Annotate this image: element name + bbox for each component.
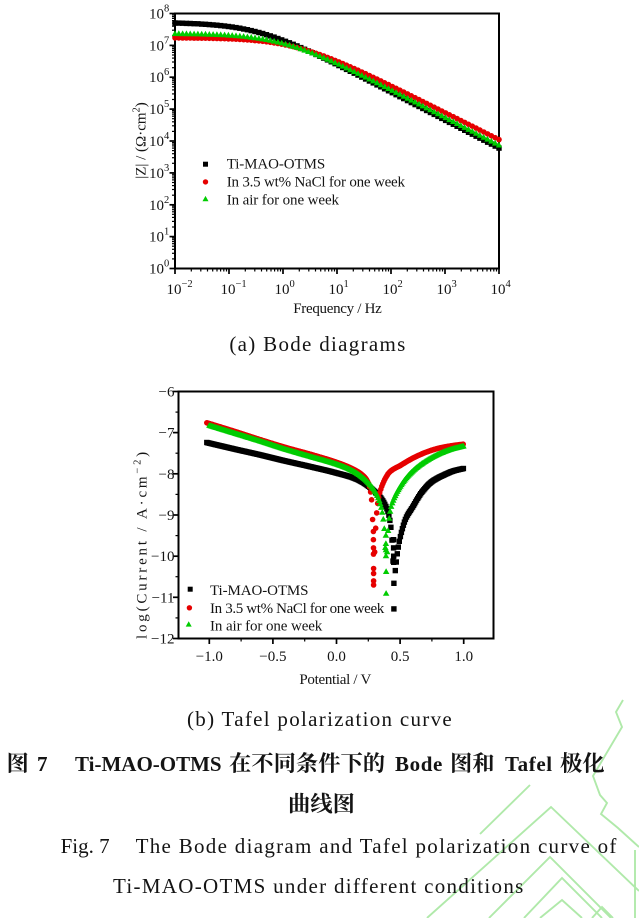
svg-text:10: 10 [221,282,236,298]
svg-text:7: 7 [37,752,48,776]
svg-text:8: 8 [164,4,169,15]
svg-text:0: 0 [290,279,295,290]
svg-text:10: 10 [149,166,164,182]
svg-text:10: 10 [149,7,164,23]
svg-text:In air for one week: In air for one week [210,619,323,635]
svg-text:10: 10 [329,282,344,298]
svg-text:(a) Bode diagrams: (a) Bode diagrams [229,332,406,356]
svg-text:5: 5 [164,99,169,110]
svg-text:Ti-MAO-OTMS: Ti-MAO-OTMS [75,752,222,776]
svg-text:10: 10 [149,198,164,214]
svg-text:6: 6 [164,67,169,78]
svg-text:Ti-MAO-OTMS: Ti-MAO-OTMS [210,583,308,599]
svg-text:In 3.5 wt% NaCl for one week: In 3.5 wt% NaCl for one week [210,601,385,617]
svg-text:3: 3 [164,163,169,174]
svg-text:|Z| / (Ω·cm2): |Z| / (Ω·cm2) [132,102,150,179]
svg-text:1.0: 1.0 [454,649,473,665]
svg-text:−8: −8 [159,467,175,483]
svg-text:Ti-MAO-OTMS: Ti-MAO-OTMS [227,157,325,173]
svg-text:−7: −7 [159,426,175,442]
svg-text:−6: −6 [159,385,175,401]
svg-text:Fig. 7: Fig. 7 [61,834,110,858]
svg-text:−1.0: −1.0 [196,649,223,665]
svg-text:−10: −10 [151,549,174,565]
svg-text:10: 10 [491,282,506,298]
svg-text:Ti-MAO-OTMS under different co: Ti-MAO-OTMS under different conditions [113,874,525,898]
svg-text:10: 10 [437,282,452,298]
svg-text:0.0: 0.0 [327,649,346,665]
svg-text:Tafel: Tafel [505,752,553,776]
svg-text:−0.5: −0.5 [259,649,286,665]
svg-text:10: 10 [275,282,290,298]
svg-text:0: 0 [164,259,169,270]
svg-text:10: 10 [149,102,164,118]
svg-text:log(Current / A·cm−2): log(Current / A·cm−2) [133,449,151,639]
svg-text:0.5: 0.5 [391,649,410,665]
svg-text:10: 10 [149,134,164,150]
svg-text:1: 1 [164,227,169,238]
svg-text:The Bode diagram and Tafel pol: The Bode diagram and Tafel polarization … [136,834,618,858]
svg-text:2: 2 [164,195,169,206]
svg-text:−12: −12 [151,632,174,648]
svg-text:−11: −11 [152,590,175,606]
svg-text:Potential / V: Potential / V [299,672,371,688]
svg-text:2: 2 [398,279,403,290]
svg-text:10: 10 [383,282,398,298]
svg-text:In air for one week: In air for one week [227,193,340,209]
svg-text:In 3.5 wt% NaCl for one week: In 3.5 wt% NaCl for one week [227,175,406,191]
svg-text:10: 10 [149,38,164,54]
svg-text:10: 10 [149,230,164,246]
svg-text:Frequency / Hz: Frequency / Hz [293,301,382,317]
svg-text:(b) Tafel polarization curve: (b) Tafel polarization curve [187,707,453,731]
svg-text:1: 1 [344,279,349,290]
svg-text:−9: −9 [159,508,175,524]
svg-text:10: 10 [149,70,164,86]
svg-text:10: 10 [149,262,164,278]
svg-text:4: 4 [164,131,170,142]
svg-text:Bode: Bode [395,752,443,776]
svg-text:7: 7 [164,35,169,46]
svg-text:−2: −2 [182,279,193,290]
svg-text:3: 3 [452,279,457,290]
svg-text:−1: −1 [236,279,247,290]
svg-text:4: 4 [506,279,512,290]
svg-text:10: 10 [167,282,182,298]
